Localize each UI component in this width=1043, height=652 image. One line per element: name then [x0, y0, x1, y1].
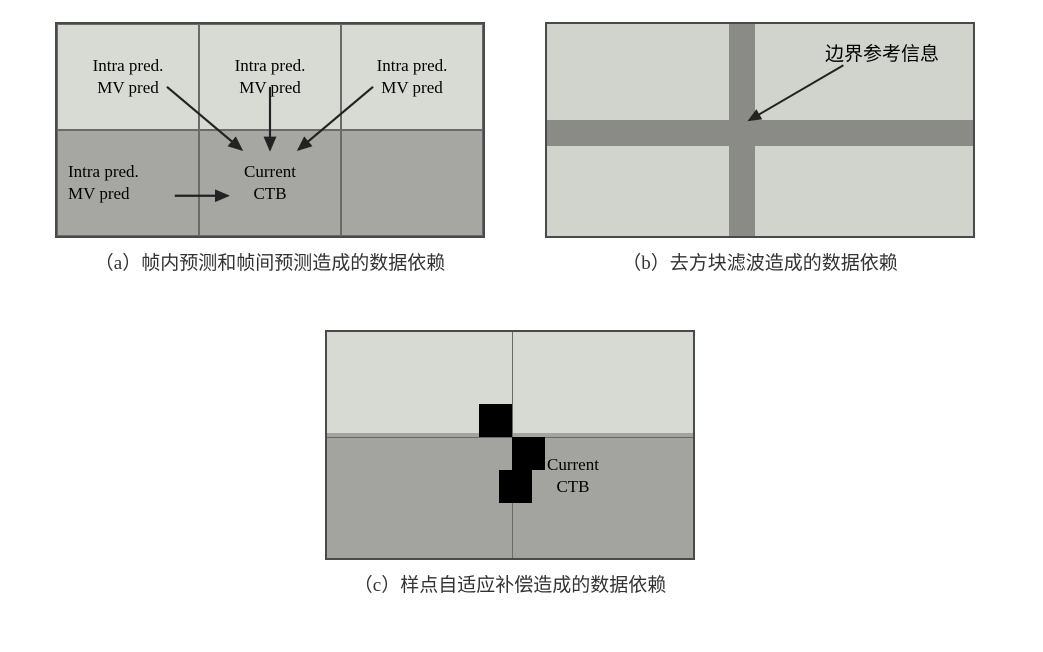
cell-text: Current — [244, 161, 296, 183]
cell-text: Intra pred. — [235, 55, 306, 77]
label-text: Current — [547, 455, 599, 474]
cell-text: Intra pred. — [68, 161, 139, 183]
cell-text: CTB — [253, 183, 286, 205]
sao-sample-square — [512, 437, 545, 470]
cell-text: Intra pred. — [377, 55, 448, 77]
figure-b: 边界参考信息 （b）去方块滤波造成的数据依赖 — [545, 22, 975, 275]
cell-text: MV pred — [381, 77, 443, 99]
cell-text: MV pred — [68, 183, 130, 205]
figure-a-caption: （a）帧内预测和帧间预测造成的数据依赖 — [55, 248, 485, 275]
cell-bot-right — [341, 130, 483, 236]
cell-text: MV pred — [97, 77, 159, 99]
cell-bot-left: Intra pred. MV pred — [57, 130, 199, 236]
figure-c-box: Current CTB — [325, 330, 695, 560]
cell-bot-mid: Current CTB — [199, 130, 341, 236]
boundary-vertical-bar — [729, 24, 755, 236]
sao-sample-square — [479, 404, 512, 437]
figure-a-grid: Intra pred. MV pred Intra pred. MV pred … — [55, 22, 485, 238]
sao-sample-square — [499, 470, 532, 503]
boundary-label: 边界参考信息 — [825, 39, 939, 66]
figure-c-caption: （c）样点自适应补偿造成的数据依赖 — [325, 570, 695, 597]
figure-c-horizontal-divider — [327, 437, 693, 438]
current-ctb-label: Current CTB — [547, 454, 599, 498]
cell-top-right: Intra pred. MV pred — [341, 24, 483, 130]
cell-top-left: Intra pred. MV pred — [57, 24, 199, 130]
figure-b-caption: （b）去方块滤波造成的数据依赖 — [545, 248, 975, 275]
figure-a: Intra pred. MV pred Intra pred. MV pred … — [55, 22, 485, 275]
cell-top-mid: Intra pred. MV pred — [199, 24, 341, 130]
cell-text: Intra pred. — [93, 55, 164, 77]
cell-text: MV pred — [239, 77, 301, 99]
label-text: CTB — [556, 477, 589, 496]
boundary-horizontal-bar — [547, 120, 973, 146]
figure-c: Current CTB （c）样点自适应补偿造成的数据依赖 — [325, 330, 695, 597]
figure-b-box: 边界参考信息 — [545, 22, 975, 238]
